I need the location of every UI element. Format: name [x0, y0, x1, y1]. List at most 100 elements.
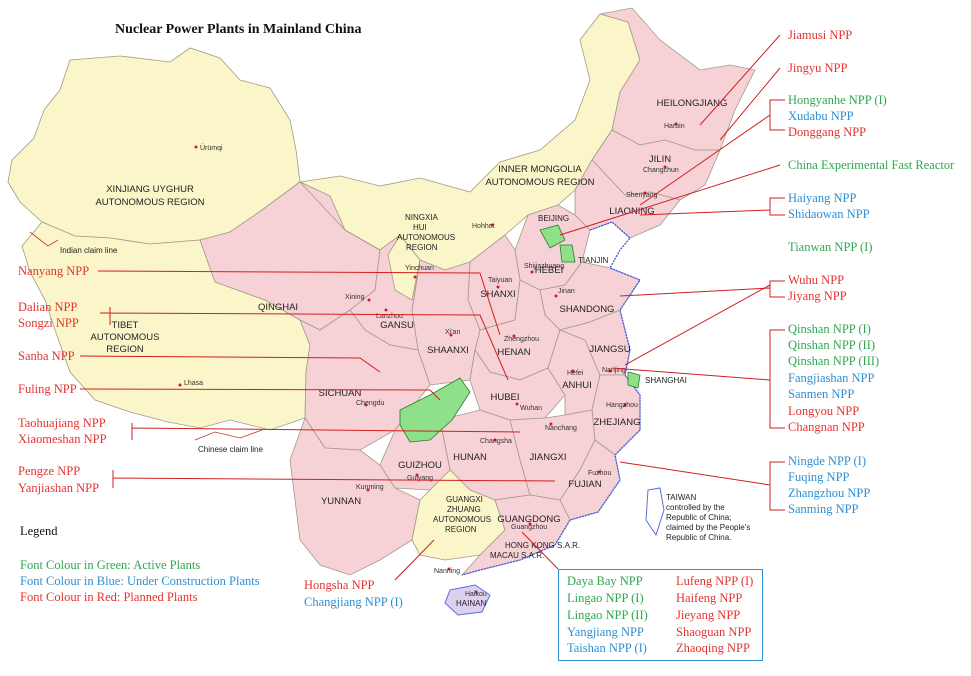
- label-guangdong: GUANGDONG: [497, 514, 560, 525]
- label-ningxia-2: HUI: [413, 223, 427, 232]
- plant-zhangzhou: Zhangzhou NPP: [788, 486, 871, 500]
- label-hunan: HUNAN: [453, 452, 487, 463]
- label-guangxi-2: ZHUANG: [447, 505, 481, 514]
- label-taiwan-note-3: claimed by the People's: [666, 523, 750, 532]
- tibet-region: [21, 221, 311, 431]
- plant-hongyanhe: Hongyanhe NPP (I): [788, 93, 887, 107]
- legend-active: Font Colour in Green: Active Plants: [20, 558, 201, 572]
- label-shaanxi: SHAANXI: [427, 345, 469, 356]
- plant-changjiang: Changjiang NPP (I): [304, 595, 403, 609]
- city-kunming: Kunming: [356, 484, 384, 491]
- plant-qinshan-3: Qinshan NPP (III): [788, 354, 880, 368]
- jiangsu-region: [558, 309, 631, 376]
- label-shanghai: SHANGHAI: [645, 376, 687, 385]
- plant-sanmen: Sanmen NPP: [788, 387, 855, 401]
- label-guangxi-3: AUTONOMOUS: [433, 515, 491, 524]
- plant-sanba: Sanba NPP: [18, 349, 75, 363]
- plant-songzi: Songzi NPP: [18, 316, 79, 330]
- city-nanchang: Nanchang: [545, 425, 577, 432]
- plant-donggang: Donggang NPP: [788, 125, 867, 139]
- guangdong-plants-box: [558, 569, 763, 661]
- label-liaoning: LIAONING: [609, 206, 654, 217]
- plant-dalian: Dalian NPP: [18, 300, 78, 314]
- city-yinchuan: Yinchuan: [405, 265, 434, 272]
- city-markers: [178, 122, 678, 594]
- city-shenyang: Shenyang: [626, 192, 658, 199]
- shanghai-region: [627, 371, 641, 389]
- plant-lingao-2: Lingao NPP (II): [567, 608, 648, 622]
- city-nanjing: Nanjing: [602, 367, 626, 374]
- label-heilongjiang: HEILONGJIANG: [657, 98, 728, 109]
- plant-dayabay: Daya Bay NPP: [567, 574, 643, 588]
- label-guangxi-1: GUANGXI: [446, 495, 483, 504]
- plant-lufeng: Lufeng NPP (I): [676, 574, 754, 588]
- plant-hongsha: Hongsha NPP: [304, 578, 375, 592]
- label-qinghai: QINGHAI: [258, 302, 298, 313]
- plant-qinshan-2: Qinshan NPP (II): [788, 338, 876, 352]
- plant-haifeng: Haifeng NPP: [676, 591, 743, 605]
- city-hohhot: Hohhot: [472, 223, 495, 230]
- hainan-island: [444, 584, 491, 616]
- plant-taohuajiang: Taohuajiang NPP: [18, 416, 106, 430]
- label-anhui: ANHUI: [562, 380, 592, 391]
- label-taiwan-note-4: Republic of China.: [666, 533, 731, 542]
- city-lanzhou: Lanzhou: [376, 313, 403, 320]
- label-jiangxi: JIANGXI: [530, 452, 567, 463]
- label-gansu: GANSU: [380, 320, 414, 331]
- label-shandong: SHANDONG: [560, 304, 615, 315]
- plant-longyou: Longyou NPP: [788, 404, 860, 418]
- city-changchun: Changchun: [643, 167, 679, 174]
- tianjin-region: [559, 244, 576, 263]
- label-yunnan: YUNNAN: [321, 496, 361, 507]
- label-ningxia-1: NINGXIA: [405, 213, 439, 222]
- city-zhengzhou: Zhengzhou: [504, 336, 539, 343]
- plant-jingyu: Jingyu NPP: [788, 61, 848, 75]
- city-xian: Xi'an: [445, 329, 460, 336]
- plant-xudabu: Xudabu NPP: [788, 109, 854, 123]
- plant-yanjiashan: Yanjiashan NPP: [18, 481, 100, 495]
- city-fuzhou: Fuzhou: [588, 470, 611, 477]
- label-jiangsu: JIANGSU: [589, 344, 630, 355]
- coastline: [461, 221, 642, 576]
- city-xining: Xining: [345, 294, 365, 301]
- label-ningxia-4: REGION: [406, 243, 438, 252]
- label-chinese-claim: Chinese claim line: [198, 445, 263, 454]
- label-taiwan-note-2: Republic of China;: [666, 513, 731, 522]
- plant-pengze: Pengze NPP: [18, 464, 81, 478]
- legend-heading: Legend: [20, 524, 58, 538]
- city-shijiazhuang: Shijiazhuang: [524, 263, 564, 270]
- label-tibet-2: AUTONOMOUS: [91, 332, 160, 343]
- label-indian-claim: Indian claim line: [60, 246, 118, 255]
- plant-yangjiang: Yangjiang NPP: [567, 625, 644, 639]
- city-changsha: Changsha: [480, 438, 512, 445]
- indian-claim-line: [29, 231, 59, 247]
- label-taiwan-note-1: controlled by the: [666, 503, 725, 512]
- plant-nanyang: Nanyang NPP: [18, 264, 90, 278]
- label-shanxi: SHANXI: [480, 289, 515, 300]
- city-harbin: Harbin: [664, 123, 685, 130]
- plant-taishan: Taishan NPP (I): [567, 641, 647, 655]
- plant-lingao-1: Lingao NPP (I): [567, 591, 644, 605]
- plant-fuqing: Fuqing NPP: [788, 470, 850, 484]
- plant-changnan: Changnan NPP: [788, 420, 865, 434]
- plant-shaoguan: Shaoguan NPP: [676, 625, 752, 639]
- yunnan-region: [289, 417, 421, 576]
- leader-lines: [79, 34, 785, 581]
- label-henan: HENAN: [497, 347, 530, 358]
- plant-sanming: Sanming NPP: [788, 502, 859, 516]
- label-inner-mongolia-1: INNER MONGOLIA: [498, 164, 582, 175]
- label-jilin: JILIN: [649, 154, 671, 165]
- plant-jieyang: Jieyang NPP: [676, 608, 741, 622]
- city-hangzhou: Hangzhou: [606, 402, 638, 409]
- label-ningxia-3: AUTONOMOUS: [397, 233, 455, 242]
- label-fujian: FUJIAN: [568, 479, 601, 490]
- plant-haiyang: Haiyang NPP: [788, 191, 857, 205]
- plant-qinshan-1: Qinshan NPP (I): [788, 322, 871, 336]
- plant-shidaowan: Shidaowan NPP: [788, 207, 870, 221]
- city-chengdu: Chengdu: [356, 400, 385, 407]
- taiwan-island: [645, 487, 665, 537]
- label-tianjin: TIANJIN: [578, 256, 608, 265]
- city-wuhan: Wuhan: [520, 405, 542, 412]
